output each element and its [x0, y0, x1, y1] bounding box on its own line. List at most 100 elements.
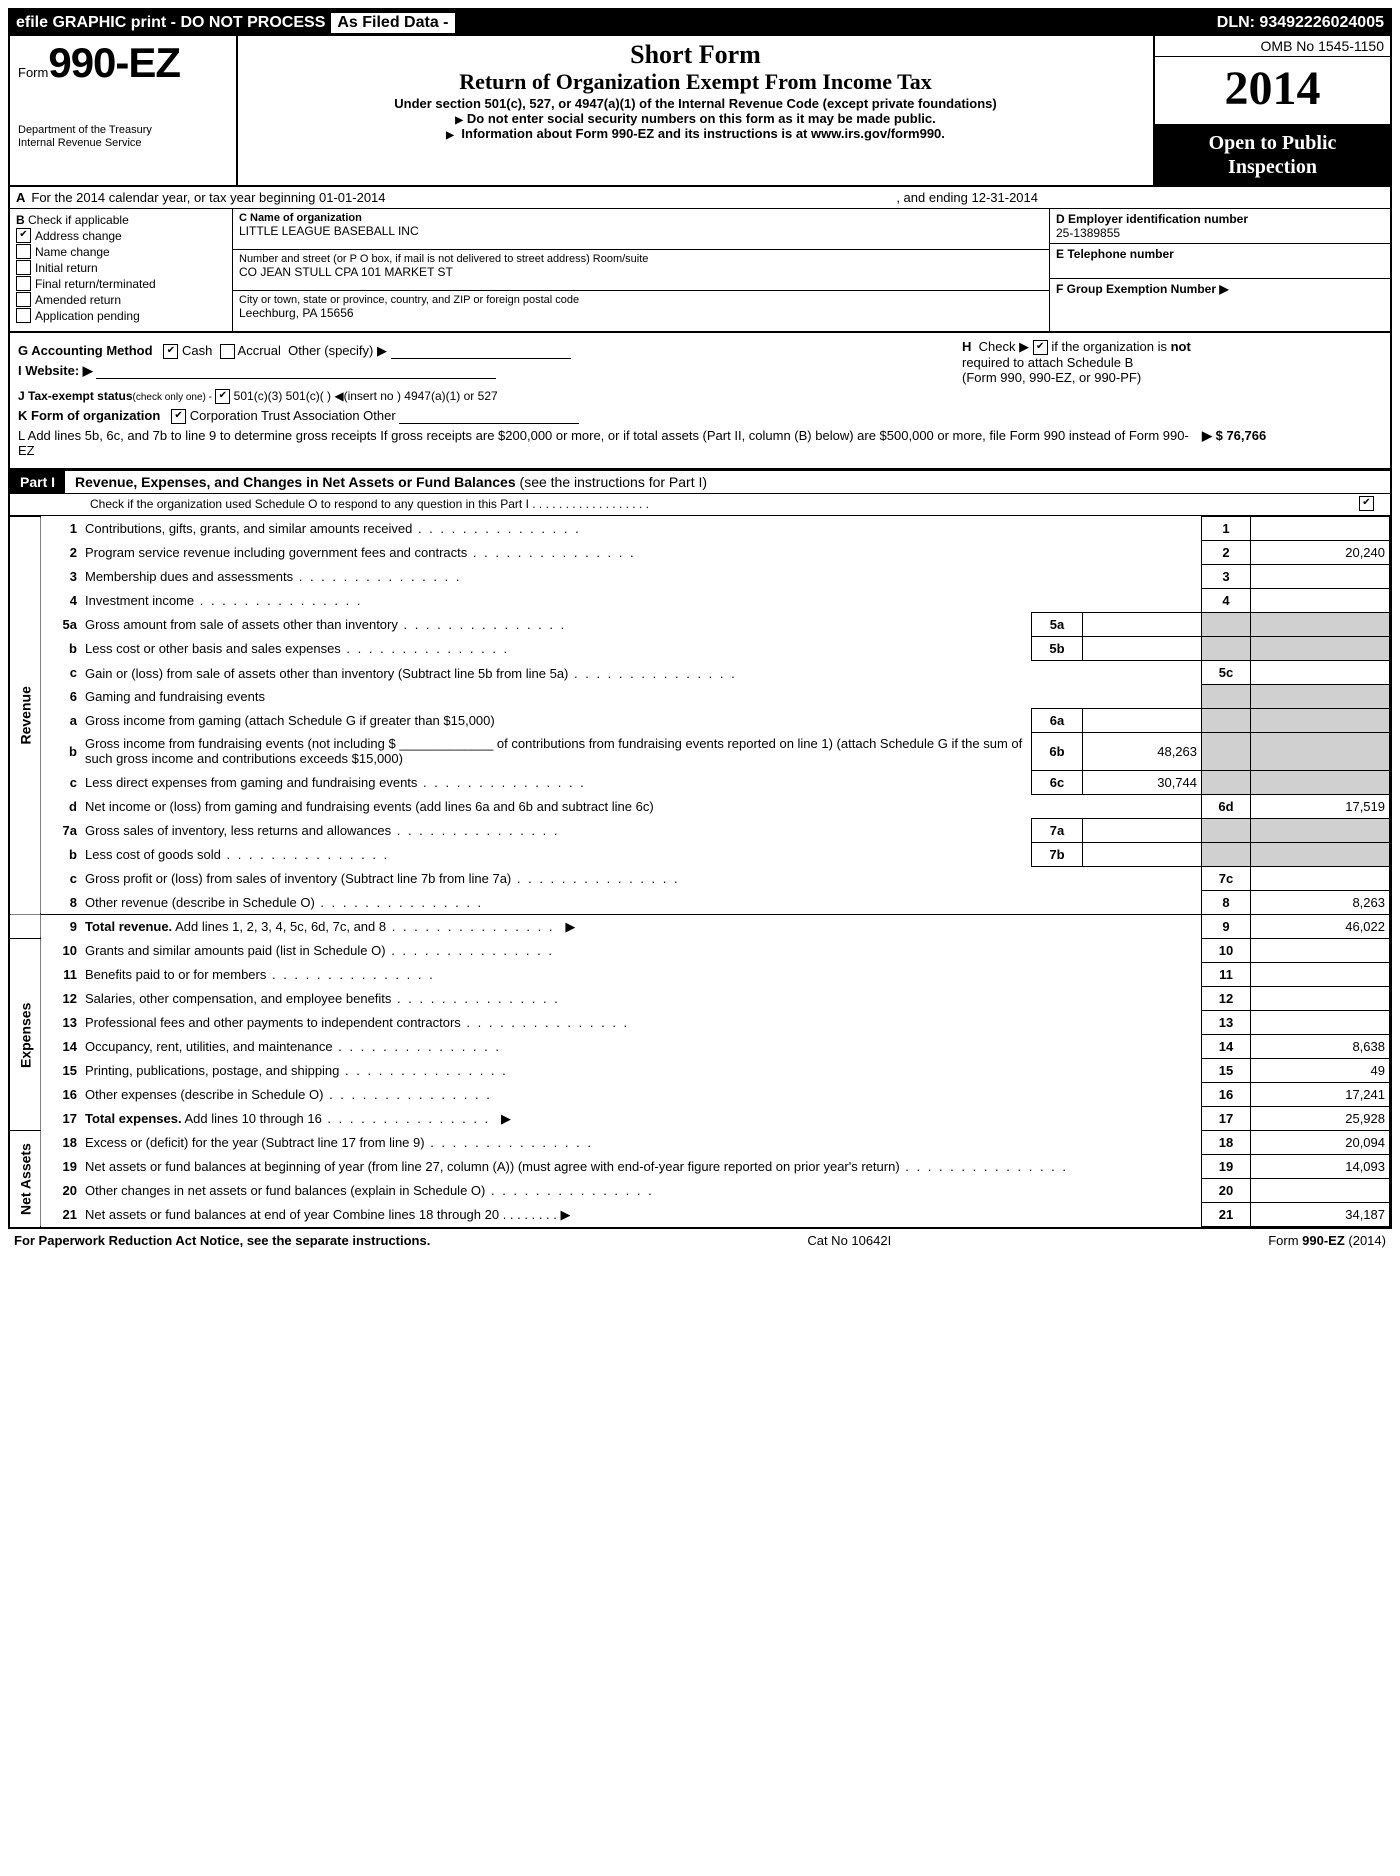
l17-rv: 25,928 — [1251, 1107, 1390, 1131]
l21-rv: 34,187 — [1251, 1203, 1390, 1227]
website-line[interactable] — [96, 364, 496, 379]
l2-rn: 2 — [1202, 541, 1251, 565]
check-cash[interactable] — [163, 344, 178, 359]
l13-d: Professional fees and other payments to … — [85, 1015, 461, 1030]
col-def: D Employer identification number 25-1389… — [1049, 209, 1390, 331]
open-1: Open to Public — [1159, 131, 1386, 155]
l6b-d: Gross income from fundraising events (no… — [85, 736, 1022, 766]
l9-rn: 9 — [1202, 914, 1251, 939]
l10-rv — [1251, 939, 1390, 963]
l7b-d: Less cost of goods sold — [85, 847, 221, 862]
l5a-sh — [1202, 613, 1251, 637]
l2-n: 2 — [41, 541, 82, 565]
note-2-text: Information about Form 990-EZ and its in… — [461, 126, 811, 141]
return-title: Return of Organization Exempt From Incom… — [248, 70, 1143, 94]
h-l1: Check ▶ — [979, 339, 1029, 354]
footer: For Paperwork Reduction Act Notice, see … — [8, 1229, 1392, 1252]
part-i-t1: Revenue, Expenses, and Changes in Net As… — [75, 474, 516, 490]
check-initial-return[interactable] — [16, 260, 31, 275]
check-amended[interactable] — [16, 292, 31, 307]
l5c-rn: 5c — [1202, 661, 1251, 685]
check-address-change[interactable] — [16, 228, 31, 243]
check-schedule-o[interactable] — [1359, 496, 1374, 511]
footer-mid: Cat No 10642I — [807, 1233, 891, 1248]
l5b-n: b — [41, 637, 82, 661]
section-ghijkl: G Accounting Method Cash Accrual Other (… — [10, 333, 1390, 469]
irs-link[interactable]: www.irs.gov/form990 — [811, 126, 941, 141]
l5b-sh2 — [1251, 637, 1390, 661]
l6c-d: Less direct expenses from gaming and fun… — [85, 775, 417, 790]
k-label: K Form of organization — [18, 408, 160, 423]
l6b-n: b — [41, 732, 82, 770]
l6d-n: d — [41, 794, 82, 818]
b-opt-2: Initial return — [35, 261, 98, 275]
l4-rv — [1251, 589, 1390, 613]
a-end: , and ending 12-31-2014 — [896, 190, 1038, 205]
l18-rv: 20,094 — [1251, 1131, 1390, 1155]
check-pending[interactable] — [16, 308, 31, 323]
j-label: J Tax-exempt status — [18, 389, 133, 403]
l7b-box: 7b — [1032, 842, 1083, 866]
a-begin: For the 2014 calendar year, or tax year … — [31, 190, 385, 205]
efile-label: efile GRAPHIC print - DO NOT PROCESS — [16, 14, 325, 32]
l6-sh2 — [1251, 685, 1390, 709]
l2-rv: 20,240 — [1251, 541, 1390, 565]
b-opt-5: Application pending — [35, 309, 140, 323]
c-label-1: C Name of organization — [239, 212, 362, 224]
l6a-d: Gross income from gaming (attach Schedul… — [85, 713, 495, 728]
l6c-bv: 30,744 — [1083, 770, 1202, 794]
l20-rn: 20 — [1202, 1179, 1251, 1203]
l6d-rv: 17,519 — [1251, 794, 1390, 818]
side-netassets: Net Assets — [10, 1131, 41, 1227]
l8-rv: 8,263 — [1251, 890, 1390, 914]
l5a-d: Gross amount from sale of assets other t… — [85, 617, 398, 632]
l6b-sh2 — [1251, 732, 1390, 770]
check-final-return[interactable] — [16, 276, 31, 291]
l10-rn: 10 — [1202, 939, 1251, 963]
l5b-d: Less cost or other basis and sales expen… — [85, 641, 341, 656]
l5c-rv — [1251, 661, 1390, 685]
g-other-line[interactable] — [391, 344, 571, 359]
l12-rv — [1251, 987, 1390, 1011]
h-not: not — [1171, 339, 1191, 354]
part-i-title: Revenue, Expenses, and Changes in Net As… — [75, 471, 707, 493]
check-name-change[interactable] — [16, 244, 31, 259]
l17-n: 17 — [41, 1107, 82, 1131]
k-other-line[interactable] — [399, 409, 579, 424]
l10-d: Grants and similar amounts paid (list in… — [85, 943, 386, 958]
l6a-box: 6a — [1032, 708, 1083, 732]
check-corp[interactable] — [171, 409, 186, 424]
l12-n: 12 — [41, 987, 82, 1011]
as-filed-box: As Filed Data - — [331, 13, 454, 33]
check-501c3[interactable] — [215, 389, 230, 404]
l15-n: 15 — [41, 1059, 82, 1083]
l7b-sh — [1202, 842, 1251, 866]
l4-d: Investment income — [85, 593, 194, 608]
l12-rn: 12 — [1202, 987, 1251, 1011]
org-street: CO JEAN STULL CPA 101 MARKET ST — [239, 265, 1043, 279]
h-l3: required to attach Schedule B — [962, 355, 1133, 370]
l7c-d: Gross profit or (loss) from sales of inv… — [85, 871, 511, 886]
check-accrual[interactable] — [220, 344, 235, 359]
l5b-bv — [1083, 637, 1202, 661]
l18-rn: 18 — [1202, 1131, 1251, 1155]
l1-n: 1 — [41, 517, 82, 541]
l6b-bv: 48,263 — [1083, 732, 1202, 770]
l1-rv — [1251, 517, 1390, 541]
b-opt-3: Final return/terminated — [35, 277, 156, 291]
l6c-n: c — [41, 770, 82, 794]
l21-rn: 21 — [1202, 1203, 1251, 1227]
h-l4: (Form 990, 990-EZ, or 990-PF) — [962, 370, 1141, 385]
e-label: E Telephone number — [1056, 247, 1174, 261]
l7b-n: b — [41, 842, 82, 866]
l7a-d: Gross sales of inventory, less returns a… — [85, 823, 391, 838]
l3-d: Membership dues and assessments — [85, 569, 293, 584]
l14-n: 14 — [41, 1035, 82, 1059]
check-h[interactable] — [1033, 340, 1048, 355]
c-label-3: City or town, state or province, country… — [239, 294, 1043, 306]
l16-rv: 17,241 — [1251, 1083, 1390, 1107]
l20-n: 20 — [41, 1179, 82, 1203]
l5c-d: Gain or (loss) from sale of assets other… — [85, 666, 568, 681]
l7c-n: c — [41, 866, 82, 890]
l7a-box: 7a — [1032, 818, 1083, 842]
